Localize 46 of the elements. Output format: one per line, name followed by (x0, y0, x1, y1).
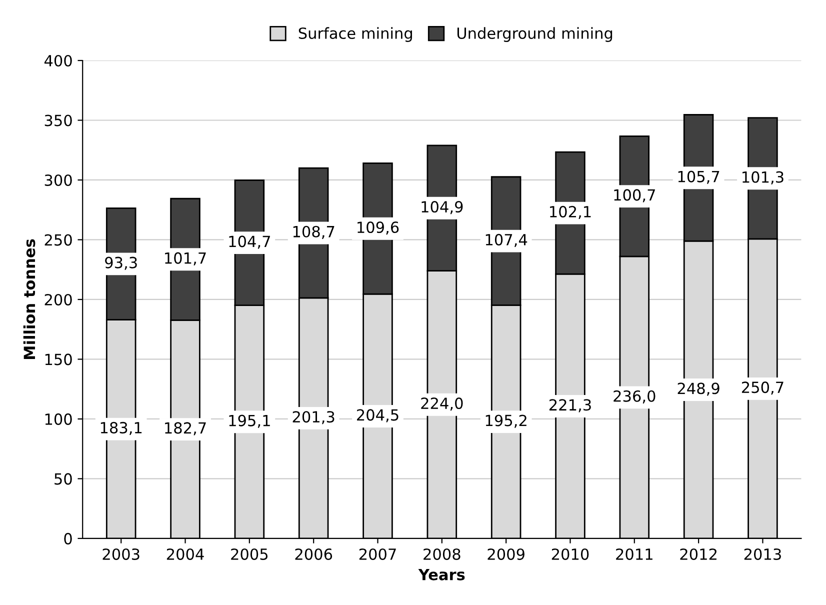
data-label: 109,6 (358, 221, 399, 235)
x-tick-label: 2009 (488, 548, 524, 560)
data-label: 101,7 (165, 252, 206, 266)
x-tick-label: 2008 (424, 548, 460, 560)
y-tick-label: 300 (44, 174, 72, 186)
x-axis-title: Years (418, 568, 465, 580)
legend-label: Underground mining (457, 27, 612, 42)
data-label: 195,2 (486, 414, 526, 428)
y-tick-label: 150 (45, 354, 72, 366)
data-label: 104,9 (422, 201, 463, 214)
data-label: 204,5 (357, 409, 398, 422)
x-tick-label: 2003 (102, 548, 140, 560)
y-tick-label: 400 (44, 54, 72, 67)
data-label: 250,7 (742, 382, 784, 395)
data-label: 105,7 (678, 170, 720, 184)
y-tick-label: 100 (45, 413, 72, 425)
y-tick-label: 250 (44, 234, 72, 246)
y-tick-label: 350 (44, 114, 72, 126)
x-tick-label: 2013 (744, 548, 781, 560)
data-label: 201,3 (292, 411, 334, 424)
data-label: 195,1 (229, 414, 270, 428)
data-label: 101,3 (742, 171, 784, 184)
x-tick-label: 2006 (295, 548, 332, 560)
data-label: 248,9 (678, 382, 720, 396)
legend-label: Surface mining (298, 27, 412, 42)
data-label: 224,0 (421, 398, 463, 411)
data-label: 102,1 (550, 206, 591, 220)
x-tick-label: 2007 (359, 548, 396, 560)
data-label: 236,0 (614, 390, 656, 404)
data-label: 182,7 (165, 422, 206, 436)
data-label: 221,3 (549, 399, 591, 412)
data-label: 108,7 (293, 226, 334, 239)
y-tick-label: 50 (54, 473, 72, 485)
data-label: 100,7 (614, 189, 655, 202)
y-tick-label: 200 (44, 294, 72, 306)
y-axis-title: Million tonnes (23, 239, 36, 359)
y-tick-label: 0 (64, 532, 72, 544)
x-tick-label: 2012 (680, 548, 716, 560)
data-label: 104,7 (229, 236, 270, 249)
x-tick-label: 2011 (616, 548, 652, 560)
x-tick-label: 2005 (231, 548, 268, 560)
data-label: 93,3 (105, 256, 137, 270)
x-tick-label: 2004 (166, 548, 204, 560)
x-tick-label: 2010 (552, 548, 589, 560)
data-label: 107,4 (486, 234, 528, 248)
data-label: 183,1 (100, 422, 142, 436)
